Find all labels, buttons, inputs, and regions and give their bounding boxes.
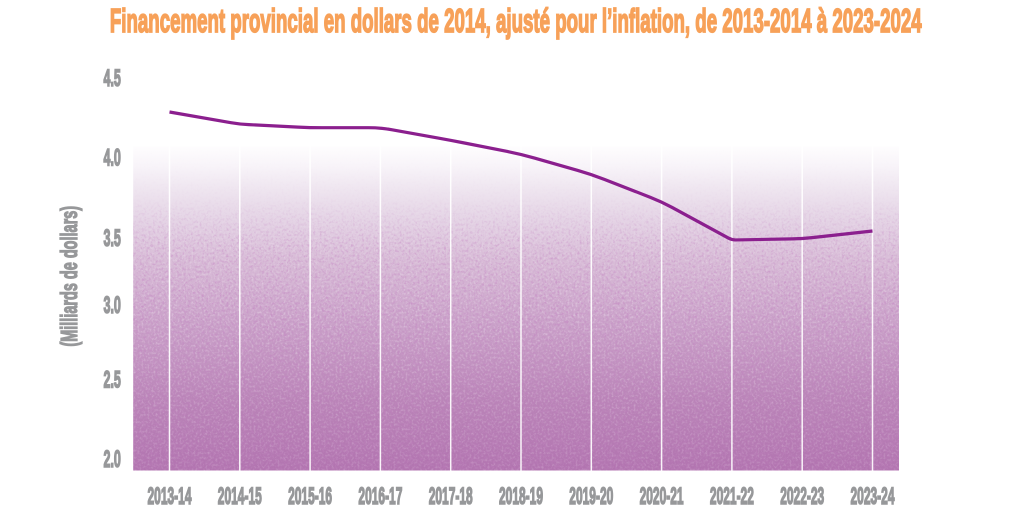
svg-text:2021-22: 2021-22: [710, 484, 754, 510]
svg-text:2013-14: 2013-14: [148, 484, 192, 510]
svg-text:4.0: 4.0: [104, 146, 121, 172]
svg-text:2.0: 2.0: [104, 447, 121, 473]
svg-text:2020-21: 2020-21: [640, 484, 684, 510]
svg-text:2022-23: 2022-23: [780, 484, 824, 510]
svg-text:2017-18: 2017-18: [429, 484, 473, 510]
svg-text:3.5: 3.5: [104, 226, 121, 252]
svg-text:2023-24: 2023-24: [851, 484, 895, 510]
svg-text:2014-15: 2014-15: [218, 484, 262, 510]
svg-text:(Milliards de dollars): (Milliards de dollars): [56, 206, 82, 347]
svg-text:2018-19: 2018-19: [499, 484, 543, 510]
svg-text:2019-20: 2019-20: [569, 484, 613, 510]
svg-text:2.5: 2.5: [104, 368, 121, 394]
svg-text:2016-17: 2016-17: [358, 484, 402, 510]
svg-text:Financement provincial en doll: Financement provincial en dollars de 201…: [110, 2, 922, 39]
svg-text:2015-16: 2015-16: [288, 484, 332, 510]
svg-text:4.5: 4.5: [104, 66, 121, 92]
svg-text:3.0: 3.0: [104, 293, 121, 319]
